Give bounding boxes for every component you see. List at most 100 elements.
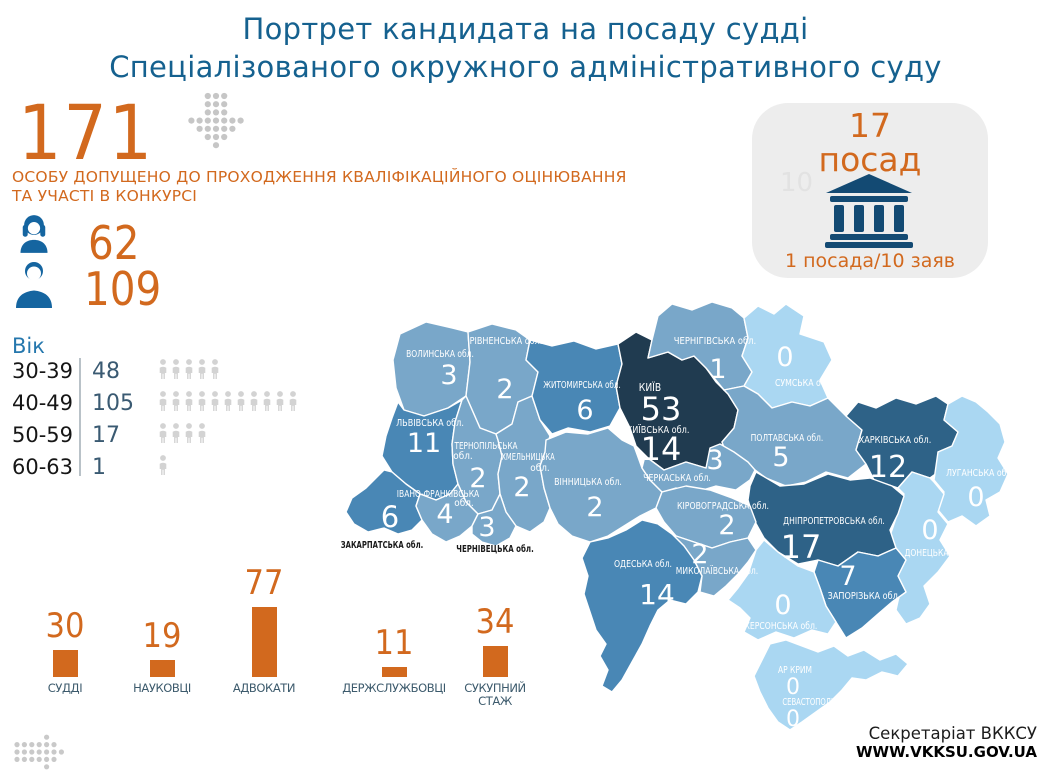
arrow-dot — [21, 756, 27, 762]
profession-value: 30 — [45, 606, 85, 646]
map-region-volyn — [392, 321, 471, 417]
arrow-dot — [237, 117, 244, 124]
map-region-label-khmelnytskyi: обл. — [530, 463, 549, 474]
profession-label: АДВОКАТИ — [232, 681, 296, 695]
profession-label: ДЕРЖСЛУЖБОВЦІ — [342, 681, 446, 695]
admitted-caption-line1: ОСОБУ ДОПУЩЕНО ДО ПРОХОДЖЕННЯ КВАЛІФІКАЦ… — [12, 168, 627, 186]
map-region-crimea — [753, 639, 909, 731]
arrow-dot — [44, 734, 50, 740]
age-divider — [79, 358, 81, 476]
map-value-kyiv_city: 53 — [641, 390, 682, 428]
map-region-label-rivne: РІВНЕНСЬКА обл. — [470, 336, 543, 347]
map-region-label-volyn: ВОЛИНСЬКА обл. — [406, 349, 474, 360]
map-value-donetsk: 0 — [921, 515, 938, 546]
age-range-label: 30-39 — [12, 359, 74, 383]
arrow-dot — [212, 142, 220, 149]
person-icon — [199, 359, 205, 365]
arrow-dot — [221, 125, 228, 132]
person-icon — [185, 366, 193, 379]
age-pictogram-row — [159, 359, 219, 379]
age-range-label: 60-63 — [12, 455, 74, 479]
person-icon — [289, 398, 297, 411]
map-value-kharkiv: 12 — [869, 450, 907, 485]
age-header: Вік — [12, 334, 45, 358]
profession-bar — [482, 646, 508, 677]
footer-site: WWW.VKKSU.GOV.UA — [855, 743, 1037, 761]
map-region-label-dnipro: ДНІПРОПЕТРОВСЬКА обл. — [783, 516, 885, 527]
map-value-poltava: 5 — [772, 442, 789, 473]
map-region-label-mykolaiv: МИКОЛАЇВСЬКА обл. — [676, 566, 758, 577]
map-region-label-poltava: ПОЛТАВСЬКА обл. — [751, 433, 824, 444]
arrow-dot — [51, 749, 57, 755]
person-icon — [199, 423, 205, 429]
page-title-line1: Портрет кандидата на посаду судді — [242, 12, 809, 46]
map-region-label-ternopil: обл. — [453, 451, 472, 462]
arrow-dot — [44, 749, 50, 755]
positions-ratio: 1 посада/10 заяв — [784, 250, 956, 272]
map-region-label-sevastopol: СЕВАСТОПОЛЬ — [782, 697, 835, 708]
footer-org: Секретаріат ВККСУ — [868, 724, 1037, 743]
map-region-label-kyiv_oblast: КИЇВСЬКА обл. — [627, 425, 690, 436]
arrow-dot — [44, 756, 50, 762]
person-icon — [199, 391, 205, 397]
map-region-label-sumy: СУМСЬКА обл. — [775, 378, 833, 389]
person-icon — [186, 423, 192, 429]
arrow-dot — [204, 125, 211, 132]
person-icon — [159, 366, 167, 379]
arrow-dot — [204, 92, 211, 100]
age-range-label: 50-59 — [12, 423, 74, 447]
arrow-dot — [21, 749, 27, 755]
arrow-dot — [204, 109, 211, 116]
person-icon — [277, 391, 283, 397]
map-region-cherkasy — [641, 443, 756, 493]
map-value-kyiv_oblast: 14 — [641, 430, 682, 468]
map-region-zhytomyr — [525, 339, 623, 435]
map-value-rivne: 2 — [496, 374, 513, 405]
map-region-label-kirovohrad: КІРОВОГРАДСЬКА обл. — [677, 501, 769, 512]
map-region-label-ternopil: ТЕРНОПІЛЬСЬКА — [454, 441, 518, 452]
person-icon — [160, 455, 166, 461]
map-region-label-vinnytsia: ВІННИЦЬКА обл. — [554, 477, 622, 488]
person-icon — [237, 398, 245, 411]
positions-count: 17 — [849, 106, 891, 145]
arrow-dot — [29, 756, 35, 762]
map-region-vinnytsia — [539, 427, 663, 543]
person-icon — [186, 391, 192, 397]
profession-bar — [52, 650, 78, 677]
page-title-line2: Спеціалізованого окружного адміністратив… — [109, 50, 942, 84]
arrow-dot — [44, 764, 50, 770]
arrow-dot — [212, 133, 220, 141]
map-value-sumy: 0 — [776, 342, 793, 373]
profession-bar — [251, 607, 277, 677]
map-region-zakarpattia — [345, 469, 423, 535]
profession-value: 34 — [475, 602, 515, 642]
arrow-dot — [204, 133, 211, 141]
person-icon — [238, 391, 244, 397]
map-value-zakarpattia: 6 — [381, 500, 399, 534]
age-pictogram-row — [159, 391, 297, 411]
person-icon — [198, 398, 206, 411]
arrow-dot — [51, 756, 57, 762]
arrow-dot — [212, 109, 220, 116]
map-value-cherkasy: 3 — [706, 445, 723, 476]
person-icon — [172, 366, 180, 379]
profession-value: 19 — [142, 616, 182, 656]
person-icon — [186, 359, 192, 365]
arrow-dot — [204, 117, 211, 124]
map-region-label-khmelnytskyi: ХМЕЛЬНИЦЬКА — [501, 452, 555, 463]
person-icon — [225, 391, 231, 397]
arrow-dot — [212, 101, 220, 108]
map-region-odesa — [581, 519, 703, 693]
map-value-ternopil: 2 — [469, 463, 486, 494]
person-icon — [173, 423, 179, 429]
age-count: 1 — [92, 455, 106, 480]
map-region-label-lviv: ЛЬВІВСЬКА обл. — [396, 418, 464, 429]
age-range-label: 40-49 — [12, 391, 74, 415]
person-icon — [211, 398, 219, 411]
profession-value: 11 — [374, 623, 414, 663]
admitted-count: 171 — [18, 88, 154, 177]
age-count: 105 — [92, 391, 134, 416]
arrow-dot — [229, 125, 236, 132]
